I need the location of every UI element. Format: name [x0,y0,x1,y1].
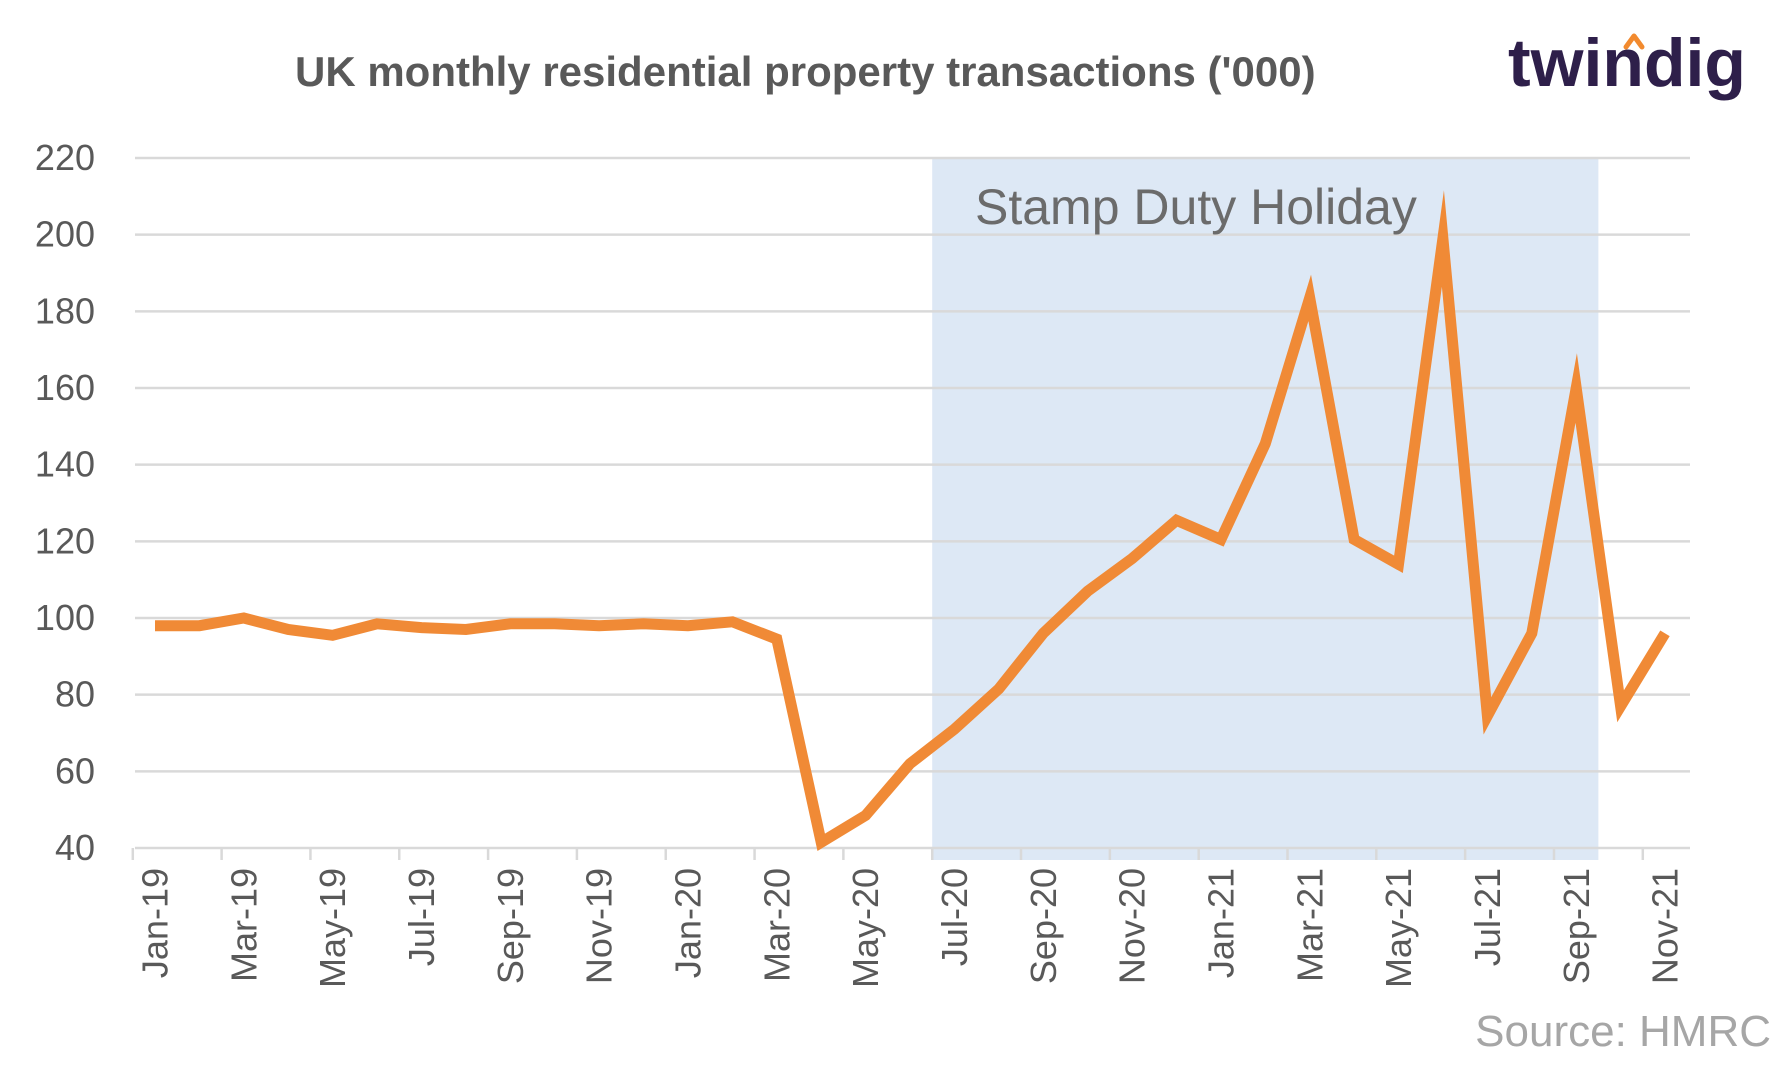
x-tick-label: Jan-20 [668,868,709,978]
twindig-logo: twindig [1508,25,1746,101]
y-tick-label: 60 [55,750,95,791]
x-tick-label: Jul-19 [401,868,442,966]
y-tick-label: 180 [35,290,95,331]
y-tick-label: 220 [35,137,95,178]
stamp-duty-label: Stamp Duty Holiday [975,179,1417,235]
y-tick-label: 120 [35,520,95,561]
x-tick-label: May-19 [312,868,353,988]
y-tick-label: 160 [35,367,95,408]
x-tick-label: Nov-19 [579,868,620,984]
x-tick-label: Mar-20 [756,868,797,982]
x-tick-label: Nov-21 [1645,868,1686,984]
x-tick-label: Jan-21 [1200,868,1241,978]
y-tick-label: 200 [35,214,95,255]
x-tick-label: Sep-19 [490,868,531,984]
x-tick-label: May-20 [845,868,886,988]
x-tick-label: Mar-21 [1289,868,1330,982]
x-tick-label: Sep-20 [1023,868,1064,984]
stamp-duty-band [932,158,1598,860]
y-tick-label: 100 [35,597,95,638]
source-note: Source: HMRC [1475,1007,1771,1056]
x-tick-label: Sep-21 [1556,868,1597,984]
x-tick-label: May-21 [1378,868,1419,988]
chart-title: UK monthly residential property transact… [295,48,1316,95]
y-tick-label: 80 [55,674,95,715]
y-tick-label: 40 [55,827,95,868]
y-tick-label: 140 [35,444,95,485]
x-tick-label: Jan-19 [135,868,176,978]
logo-text: twindig [1508,25,1746,101]
x-tick-label: Nov-20 [1112,868,1153,984]
x-tick-label: Jul-20 [934,868,975,966]
x-tick-label: Jul-21 [1467,868,1508,966]
band-layer [932,158,1598,860]
x-tick-label: Mar-19 [223,868,264,982]
